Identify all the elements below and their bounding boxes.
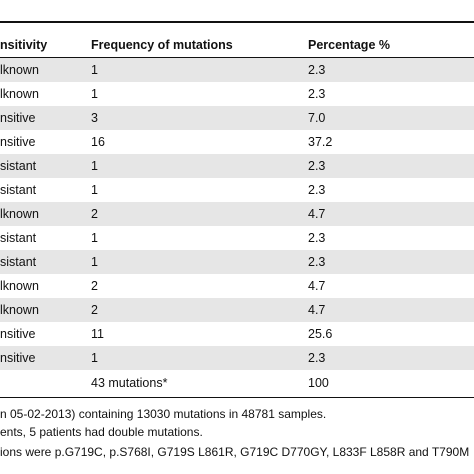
table-row: sistant 1 2.3 <box>0 226 474 250</box>
cell-sensitivity: nsitive <box>0 135 36 149</box>
cell-sensitivity: nsitive <box>0 111 36 125</box>
cell-percentage: 37.2 <box>308 135 333 149</box>
cell-frequency: 2 <box>91 207 98 221</box>
cell-percentage: 4.7 <box>308 303 326 317</box>
cell-frequency: 16 <box>91 135 105 149</box>
table-row: lknown 1 2.3 <box>0 82 474 106</box>
cell-sensitivity: sistant <box>0 183 37 197</box>
cell-sensitivity: lknown <box>0 207 39 221</box>
cell-sensitivity: sistant <box>0 231 37 245</box>
table-row: lknown 2 4.7 <box>0 298 474 322</box>
cell-frequency: 1 <box>91 231 98 245</box>
cell-sensitivity: lknown <box>0 87 39 101</box>
table-row: lknown 1 2.3 <box>0 58 474 82</box>
cell-percentage: 4.7 <box>308 279 326 293</box>
table-row: nsitive 1 2.3 <box>0 346 474 370</box>
header-sensitivity: nsitivity <box>0 38 48 52</box>
cell-percentage: 2.3 <box>308 159 326 173</box>
cell-percentage: 2.3 <box>308 87 326 101</box>
cell-percentage: 7.0 <box>308 111 326 125</box>
header-frequency: Frequency of mutations <box>91 38 233 52</box>
table-row: sistant 1 2.3 <box>0 250 474 274</box>
cell-percentage: 2.3 <box>308 231 326 245</box>
table-row: nsitive 3 7.0 <box>0 106 474 130</box>
cell-sensitivity: nsitive <box>0 351 36 365</box>
cell-sensitivity: sistant <box>0 255 37 269</box>
cell-frequency: 3 <box>91 111 98 125</box>
footnote-line: ions were p.G719C, p.S768I, G719S L861R,… <box>0 445 470 459</box>
cell-frequency: 2 <box>91 303 98 317</box>
cell-sensitivity: lknown <box>0 63 39 77</box>
table-row: nsitive 11 25.6 <box>0 322 474 346</box>
header-percentage: Percentage % <box>308 38 390 52</box>
cell-frequency: 1 <box>91 63 98 77</box>
cell-frequency: 1 <box>91 183 98 197</box>
cell-frequency: 1 <box>91 87 98 101</box>
footnote-line: ents, 5 patients had double mutations. <box>0 425 203 439</box>
cell-percentage: 2.3 <box>308 63 326 77</box>
table-header-row: nsitivity Frequency of mutations Percent… <box>0 33 474 57</box>
cell-frequency: 1 <box>91 159 98 173</box>
cell-percentage: 25.6 <box>308 327 333 341</box>
footnote-line: n 05-02-2013) containing 13030 mutations… <box>0 407 327 421</box>
cell-sensitivity: lknown <box>0 303 39 317</box>
cell-percentage: 2.3 <box>308 351 326 365</box>
table-row-total: 43 mutations* 100 <box>0 371 474 395</box>
table-row: lknown 2 4.7 <box>0 202 474 226</box>
cell-frequency: 1 <box>91 351 98 365</box>
table-row: nsitive 16 37.2 <box>0 130 474 154</box>
table-row: sistant 1 2.3 <box>0 154 474 178</box>
cell-sensitivity: sistant <box>0 159 37 173</box>
cell-frequency: 2 <box>91 279 98 293</box>
table-header-rule <box>0 57 474 58</box>
table-row: sistant 1 2.3 <box>0 178 474 202</box>
table-bottom-rule <box>0 397 474 398</box>
cell-percentage: 2.3 <box>308 255 326 269</box>
cell-frequency: 1 <box>91 255 98 269</box>
table-top-rule <box>0 21 474 23</box>
cell-percentage-total: 100 <box>308 376 329 390</box>
table-row: lknown 2 4.7 <box>0 274 474 298</box>
cell-percentage: 4.7 <box>308 207 326 221</box>
cell-frequency: 11 <box>91 327 104 341</box>
cell-sensitivity: nsitive <box>0 327 36 341</box>
cell-frequency-total: 43 mutations* <box>91 376 168 390</box>
cell-sensitivity: lknown <box>0 279 39 293</box>
cell-percentage: 2.3 <box>308 183 326 197</box>
